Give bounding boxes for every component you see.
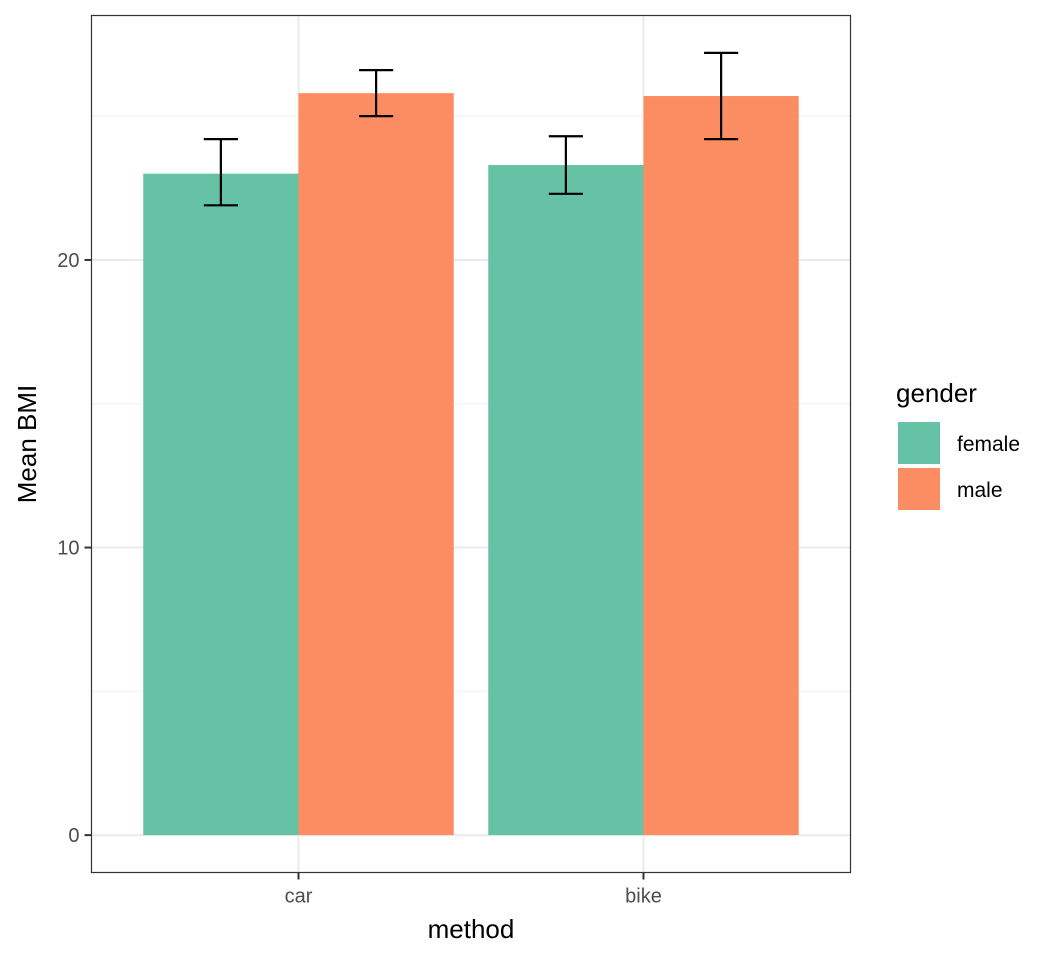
- legend-label-male: male: [957, 479, 1003, 502]
- legend-key-female: [898, 422, 940, 464]
- bar-male-bike: [643, 96, 799, 836]
- x-tick-label: car: [285, 886, 313, 908]
- bar-female-car: [143, 173, 299, 836]
- x-axis-title: method: [428, 914, 515, 944]
- x-tick-label: bike: [625, 886, 662, 908]
- bar-female-bike: [488, 165, 644, 836]
- y-axis-title: Mean BMI: [12, 385, 42, 504]
- y-tick-label: 0: [68, 825, 79, 847]
- legend: gender female male: [896, 378, 1020, 510]
- legend-title: gender: [896, 378, 977, 408]
- y-tick-label: 10: [57, 538, 79, 560]
- panel-border: [90, 14, 852, 874]
- legend-key-male: [898, 468, 940, 510]
- y-tick-label: 20: [57, 250, 79, 272]
- bar-male-car: [298, 93, 454, 836]
- legend-label-female: female: [957, 433, 1020, 456]
